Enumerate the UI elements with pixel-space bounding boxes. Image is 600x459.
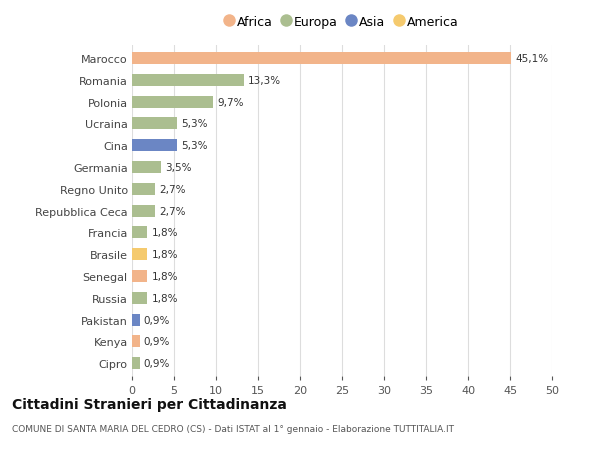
Text: 0,9%: 0,9% (144, 336, 170, 347)
Bar (132, 184, 155, 196)
Text: 2,7%: 2,7% (159, 206, 185, 216)
Bar (132, 205, 155, 217)
Bar (132, 227, 147, 239)
Text: 0,9%: 0,9% (144, 315, 170, 325)
Bar (132, 162, 161, 174)
Text: 0,9%: 0,9% (144, 358, 170, 368)
Text: 1,8%: 1,8% (151, 271, 178, 281)
Bar (132, 75, 244, 87)
Legend: Africa, Europa, Asia, America: Africa, Europa, Asia, America (222, 12, 462, 33)
Text: 45,1%: 45,1% (515, 54, 548, 64)
Text: COMUNE DI SANTA MARIA DEL CEDRO (CS) - Dati ISTAT al 1° gennaio - Elaborazione T: COMUNE DI SANTA MARIA DEL CEDRO (CS) - D… (12, 425, 454, 434)
Text: 5,3%: 5,3% (181, 141, 207, 151)
Text: 3,5%: 3,5% (166, 162, 192, 173)
Text: 1,8%: 1,8% (151, 228, 178, 238)
Text: 9,7%: 9,7% (218, 97, 244, 107)
Bar (132, 53, 511, 65)
Bar (132, 118, 176, 130)
Bar (132, 270, 147, 282)
Text: 13,3%: 13,3% (248, 76, 281, 86)
Text: 1,8%: 1,8% (151, 293, 178, 303)
Bar (132, 358, 140, 369)
Text: 2,7%: 2,7% (159, 185, 185, 195)
Bar (132, 96, 214, 108)
Text: 1,8%: 1,8% (151, 250, 178, 260)
Bar (132, 249, 147, 261)
Bar (132, 336, 140, 347)
Text: 5,3%: 5,3% (181, 119, 207, 129)
Bar (132, 140, 176, 152)
Text: Cittadini Stranieri per Cittadinanza: Cittadini Stranieri per Cittadinanza (12, 397, 287, 411)
Bar (132, 314, 140, 326)
Bar (132, 292, 147, 304)
